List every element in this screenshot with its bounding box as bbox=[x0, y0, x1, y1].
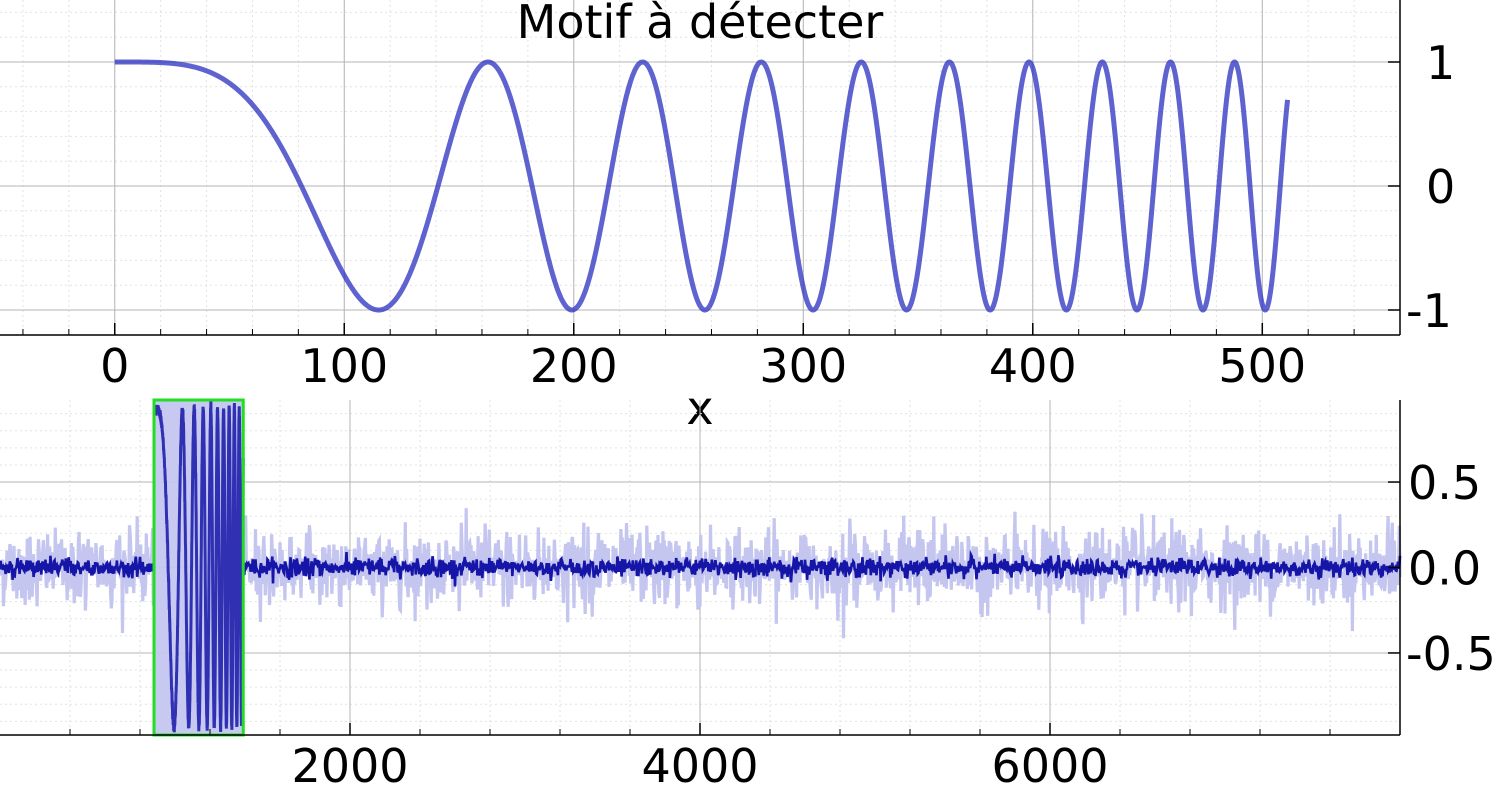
motif-x-tick-label: 0 bbox=[100, 339, 129, 393]
signal-ticks bbox=[69, 481, 1400, 735]
signal-y-tick-labels: 0.5 0.0 -0.5 bbox=[1406, 456, 1496, 681]
motif-title: Motif à détecter bbox=[517, 0, 884, 49]
motif-x-tick-label: 200 bbox=[530, 339, 618, 393]
signal-y-tick-label: -0.5 bbox=[1406, 627, 1496, 681]
signal-y-tick-label: 0.5 bbox=[1408, 456, 1481, 510]
signal-x-tick-labels: 2000 4000 6000 bbox=[291, 739, 1108, 793]
signal-x-tick-label: 2000 bbox=[291, 739, 408, 793]
motif-ticks bbox=[22, 61, 1400, 335]
motif-series-line bbox=[114, 59, 1291, 313]
motif-x-tick-label: 500 bbox=[1218, 339, 1306, 393]
motif-grid-minor bbox=[0, 0, 1401, 336]
signal-x-tick-label: 6000 bbox=[991, 739, 1108, 793]
motif-y-tick-label: 0 bbox=[1426, 160, 1455, 214]
motif-x-tick-label: 400 bbox=[989, 339, 1077, 393]
motif-x-tick-label: 100 bbox=[300, 339, 388, 393]
signal-series-line bbox=[0, 549, 1402, 587]
signal-chart: 2000 4000 6000 0.5 0.0 -0.5 bbox=[0, 398, 1496, 793]
motif-y-tick-label: 1 bbox=[1426, 36, 1455, 90]
motif-y-tick-labels: -1 0 1 bbox=[1406, 36, 1455, 338]
signal-y-tick-label: 0.0 bbox=[1408, 542, 1481, 596]
signal-pattern-line bbox=[152, 400, 245, 733]
motif-x-tick-labels: 0 100 200 300 400 500 bbox=[100, 339, 1306, 393]
motif-chart: 0 100 200 300 400 500 -101 Motif à détecter x bbox=[0, 0, 1455, 435]
motif-x-tick-label: 300 bbox=[759, 339, 847, 393]
signal-x-tick-label: 4000 bbox=[641, 739, 758, 793]
motif-y-tick-label: -1 bbox=[1406, 284, 1452, 338]
